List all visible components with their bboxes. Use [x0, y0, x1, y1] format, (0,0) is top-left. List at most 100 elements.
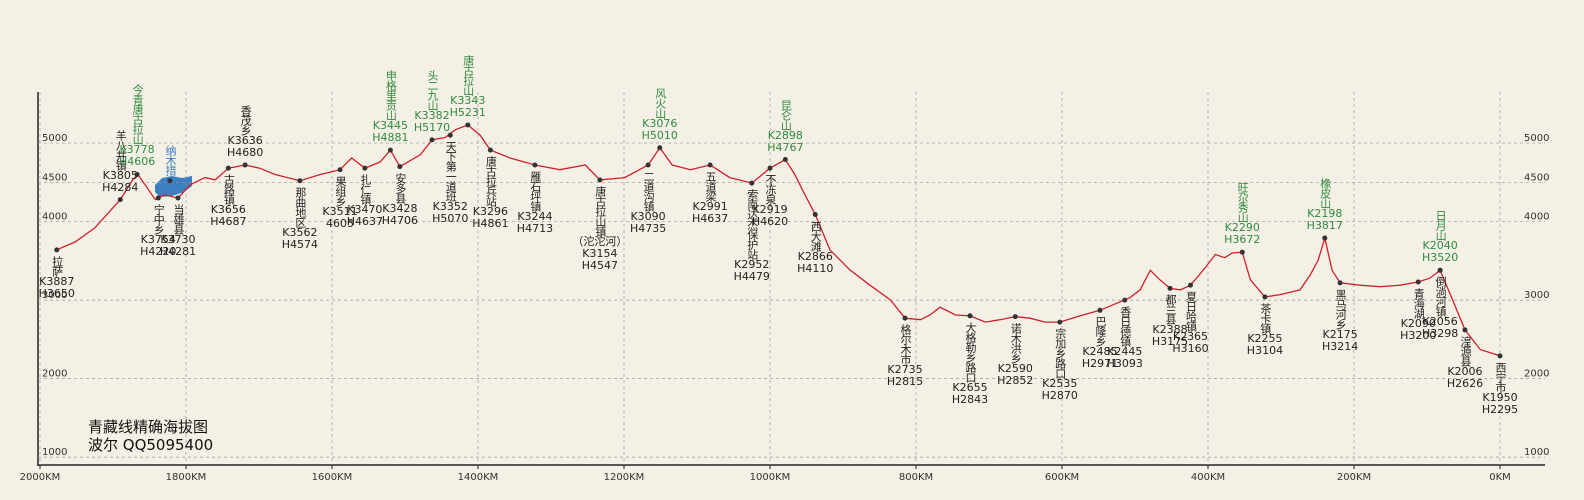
station-name: 羊八井镇 — [114, 129, 128, 170]
station-dot — [167, 178, 173, 184]
y2-tick-label: 2000 — [1524, 369, 1549, 380]
station-dot — [967, 313, 973, 319]
station-height: H4574 — [281, 237, 319, 251]
station-name: 西大滩 — [809, 220, 823, 251]
station-km: K3636 — [227, 134, 263, 148]
y-tick-label: 2000 — [42, 369, 67, 380]
station-height: H3175 — [1151, 335, 1189, 349]
station-name: 茶卡镇 — [1258, 302, 1272, 333]
station-note: （沱沱河） — [572, 234, 628, 248]
station-label: 索南达杰保护站 K2952 H4479 — [734, 189, 770, 283]
station-label: 日月山 K2040 H3520 — [1422, 210, 1458, 264]
station-name: 二道沟镇 — [642, 171, 656, 212]
station-height: H4620 — [751, 215, 789, 229]
x-tick-label: 400KM — [1191, 472, 1225, 483]
station-km: K3445 — [372, 119, 408, 133]
station-dot — [1122, 297, 1128, 303]
station-dot — [1322, 235, 1328, 241]
station-dot — [1462, 327, 1468, 333]
station-km: K2290 — [1224, 221, 1260, 235]
y2-tick-label: 3000 — [1524, 290, 1549, 301]
station-dot — [1262, 294, 1268, 300]
station-km: K2365 — [1172, 330, 1209, 344]
station-name: 拉萨 — [50, 255, 64, 276]
station-dot — [767, 165, 773, 171]
station-label: 那曲地区 K3562 H4574 — [282, 187, 318, 251]
station-name: 唐古拉山 — [461, 54, 475, 95]
station-label: 橡皮山 K2198 H3817 — [1307, 178, 1343, 232]
station-dot — [1012, 314, 1018, 320]
station-name: 大格勒乡路口 — [964, 321, 978, 382]
station-dot — [54, 247, 60, 253]
station-km: K2445 — [1107, 345, 1143, 359]
station-label: 宗加乡路口 K2535 H2870 — [1042, 328, 1078, 402]
station-height: H4547 — [581, 258, 619, 272]
station-km: K3296 — [472, 205, 509, 219]
station-km: K3754 — [140, 233, 176, 246]
station-height: H4284 — [102, 180, 139, 194]
station-dot — [1337, 280, 1343, 286]
station-km: K3470 — [347, 203, 383, 217]
station-height: H4606 — [118, 155, 156, 169]
station-km: K3887 — [39, 274, 75, 288]
station-dot — [447, 132, 453, 138]
station-km: K3805 — [102, 168, 138, 182]
station-km: K3244 — [517, 210, 553, 224]
station-dot — [707, 162, 713, 168]
chart-title: 青藏线精确海拔图 — [88, 418, 209, 436]
station-dot — [902, 315, 908, 321]
station-name: 那曲地区 — [293, 186, 307, 227]
station-name: 不冻泉 — [763, 174, 777, 205]
station-km: K3090 — [630, 210, 666, 224]
station-label: 纳木措 — [164, 145, 177, 175]
station-km: K2090 — [1400, 317, 1436, 331]
station-height: H3093 — [1106, 357, 1143, 371]
station-km: K2198 — [1307, 207, 1343, 221]
station-label: 昆仑山 K2898 H4767 — [767, 100, 803, 154]
station-km: K3076 — [642, 116, 678, 130]
station-name: 申格里贡山 — [384, 70, 398, 121]
station-name: 香日德镇 — [1118, 306, 1132, 347]
x-tick-label: 800KM — [899, 472, 933, 483]
station-dot — [429, 137, 435, 143]
station-height: H2295 — [1481, 402, 1519, 416]
station-label: 都兰县 K2388 H3175 — [1152, 294, 1188, 348]
station-height: 4605 — [326, 216, 355, 230]
station-height: H3200 — [1400, 329, 1437, 343]
x-tick-label: 0KM — [1489, 472, 1511, 483]
station-name: 宗加乡路口 — [1053, 328, 1067, 379]
station-height: H4220 — [140, 245, 177, 258]
station-dot — [1167, 285, 1173, 291]
station-km: K2919 — [752, 203, 788, 217]
y-tick-label: 4000 — [42, 212, 67, 223]
station-height: H4637 — [346, 215, 383, 229]
station-height: H3520 — [1421, 251, 1459, 265]
station-km: K2655 — [952, 380, 988, 394]
station-km: K2040 — [1422, 239, 1458, 253]
station-km: K2952 — [734, 258, 770, 272]
station-height: H4687 — [210, 215, 247, 229]
x-tick-label: 1600KM — [312, 472, 353, 483]
station-name: 风火山 — [653, 87, 667, 118]
station-km: K3778 — [119, 143, 155, 157]
station-km: K3511 — [322, 204, 358, 218]
station-height: H3214 — [1321, 339, 1359, 353]
station-name: 头二九山 — [425, 69, 439, 110]
station-label: 香日德镇 K2445 H3093 — [1107, 306, 1143, 370]
station-dot — [397, 164, 403, 170]
station-height: H5010 — [641, 128, 678, 142]
station-label: 古路镇 K3656 H4687 — [210, 174, 246, 228]
station-label: 倒淌河镇 K2056 H3298 — [1422, 276, 1458, 340]
station-label: 头二九山 K3382 H5170 — [414, 70, 450, 134]
station-label: 旺尕秀山 K2290 H3672 — [1224, 182, 1260, 246]
station-label: 果组乡 K3511 4605 — [322, 176, 357, 230]
y-tick-label: 1000 — [42, 447, 67, 458]
x-tick-label: 1200KM — [604, 472, 645, 483]
station-label: 唐古拉山 K3343 H5231 — [450, 55, 486, 119]
station-dot — [487, 147, 493, 153]
station-km: K2056 — [1422, 315, 1458, 329]
station-height: H4735 — [629, 222, 667, 236]
station-label: 当雄县 K3730 H4281 — [160, 204, 196, 258]
